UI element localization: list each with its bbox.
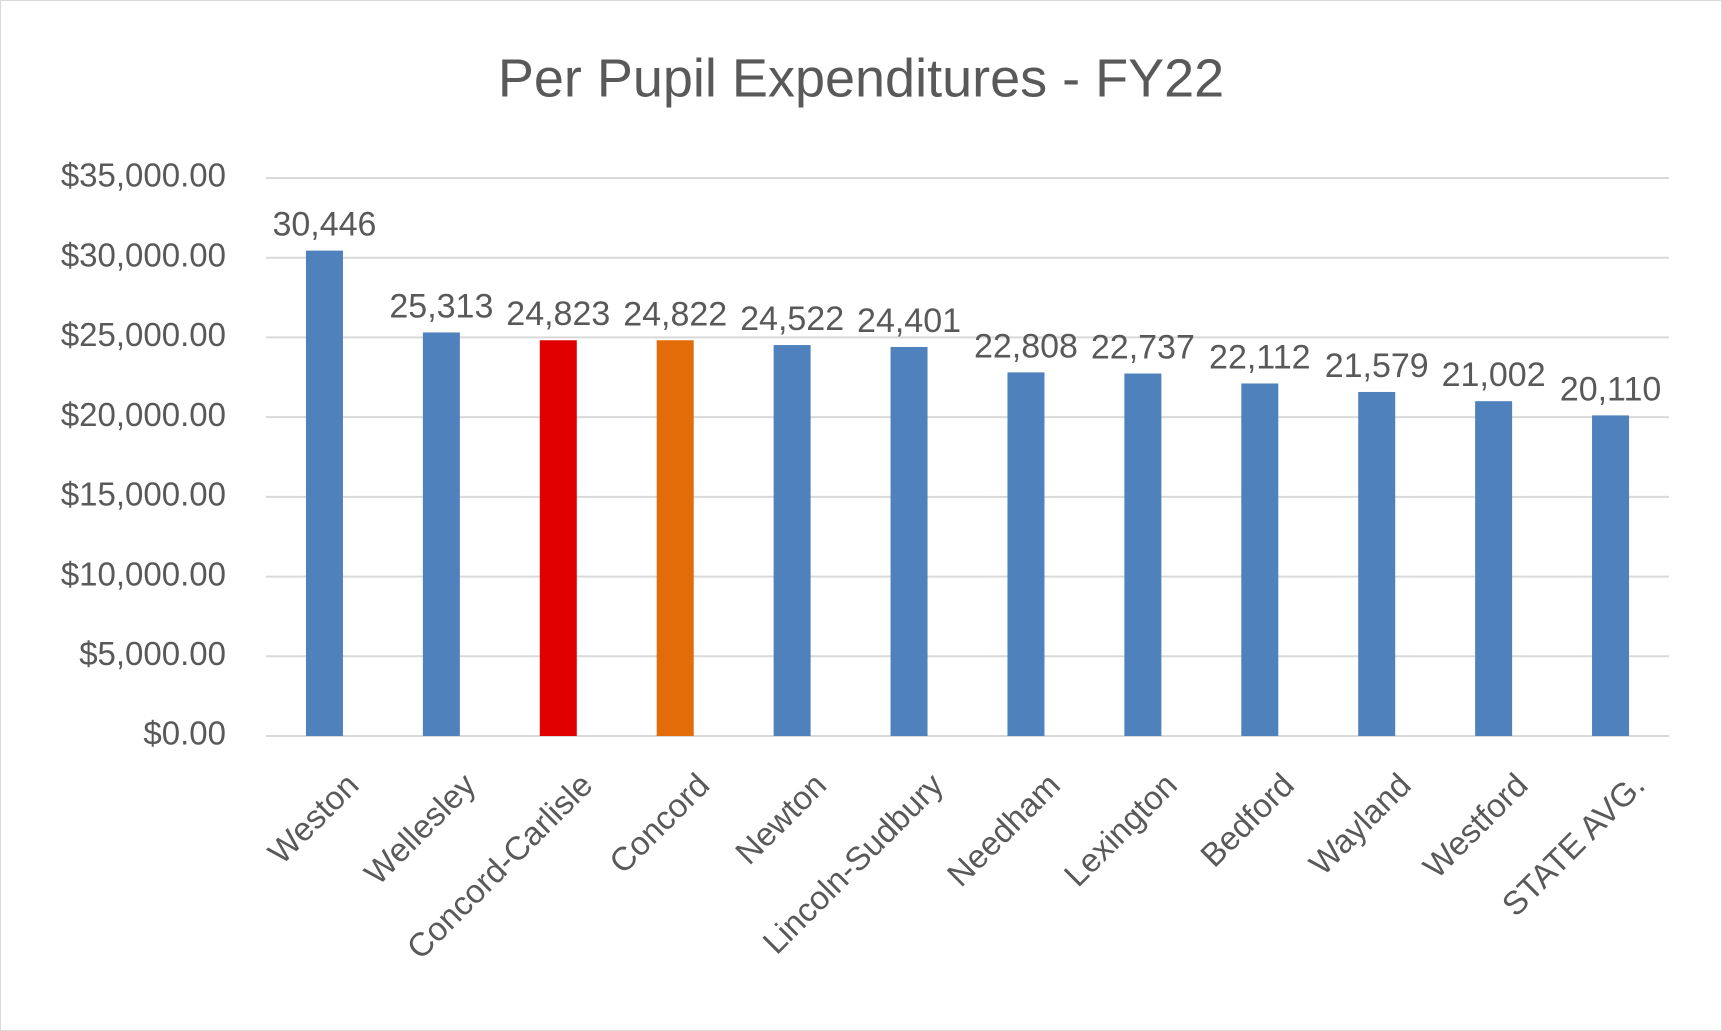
data-label: 22,737 xyxy=(1091,328,1195,366)
y-tick-label: $15,000.00 xyxy=(61,476,226,513)
bar xyxy=(422,332,460,736)
bar xyxy=(1358,391,1396,736)
bar xyxy=(305,250,343,737)
bar xyxy=(1124,373,1162,736)
y-tick-label: $5,000.00 xyxy=(79,635,226,672)
y-tick-label: $35,000.00 xyxy=(61,157,226,194)
bar xyxy=(1475,401,1513,736)
bar xyxy=(1592,415,1630,736)
data-label: 25,313 xyxy=(389,287,493,325)
data-label: 22,808 xyxy=(974,327,1078,365)
y-tick-label: $25,000.00 xyxy=(61,316,226,353)
data-label: 24,401 xyxy=(857,302,961,340)
data-label: 21,579 xyxy=(1325,347,1429,385)
data-label: 22,112 xyxy=(1209,338,1310,376)
y-tick-label: $0.00 xyxy=(143,715,226,752)
y-tick-label: $10,000.00 xyxy=(61,555,226,592)
chart-title: Per Pupil Expenditures - FY22 xyxy=(498,48,1224,108)
bar xyxy=(773,345,811,736)
bar xyxy=(1241,383,1279,736)
y-tick-label: $20,000.00 xyxy=(61,396,226,433)
bar xyxy=(1007,372,1045,736)
bar xyxy=(890,346,928,736)
data-label: 24,522 xyxy=(740,300,844,338)
data-label: 20,110 xyxy=(1560,370,1661,408)
data-label: 24,822 xyxy=(623,295,727,333)
data-label: 30,446 xyxy=(272,206,376,244)
y-tick-label: $30,000.00 xyxy=(61,236,226,273)
data-label: 21,002 xyxy=(1442,356,1546,394)
bar xyxy=(656,340,694,736)
data-label: 24,823 xyxy=(506,295,610,333)
bar xyxy=(539,340,577,736)
